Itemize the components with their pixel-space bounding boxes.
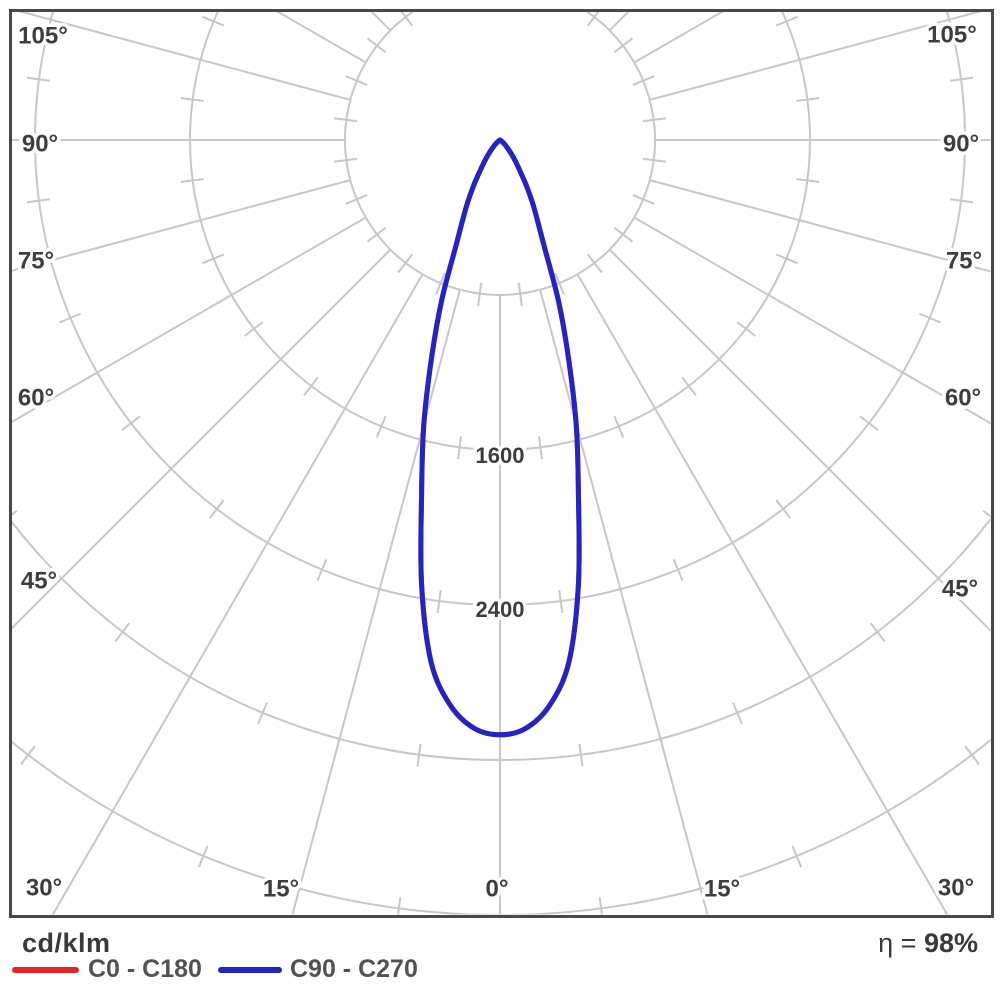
angle-label: 15° [704, 876, 740, 903]
curve-C90-C270 [418, 137, 582, 738]
angle-label: 60° [18, 385, 54, 412]
ring-value-label: 2400 [476, 597, 525, 622]
legend-swatch-c0-c180 [12, 967, 79, 973]
angle-label: 90° [22, 131, 58, 158]
legend-label-c0-c180: C0 - C180 [88, 955, 202, 983]
angle-label: 45° [942, 576, 978, 603]
plot-border [9, 9, 994, 918]
angle-label: 45° [21, 568, 57, 595]
eta-symbol: η = [878, 928, 917, 958]
angle-label: 0° [486, 876, 509, 903]
efficiency-label: η = 98% [878, 928, 978, 959]
angle-label: 30° [26, 875, 62, 902]
eta-value: 98% [923, 928, 978, 958]
angle-label: 30° [938, 875, 974, 902]
ring-value-label: 1600 [476, 443, 525, 468]
angle-label: 75° [18, 248, 54, 275]
legend-label-c90-c270: C90 - C270 [290, 955, 418, 983]
unit-label: cd/klm [22, 928, 111, 958]
angle-label: 105° [18, 23, 68, 50]
angle-label: 60° [945, 385, 981, 412]
angle-label: 90° [943, 131, 979, 158]
angle-label: 105° [927, 22, 977, 49]
angle-label: 15° [263, 876, 299, 903]
legend-swatch-c90-c270 [218, 967, 282, 973]
angle-label: 75° [946, 248, 982, 275]
